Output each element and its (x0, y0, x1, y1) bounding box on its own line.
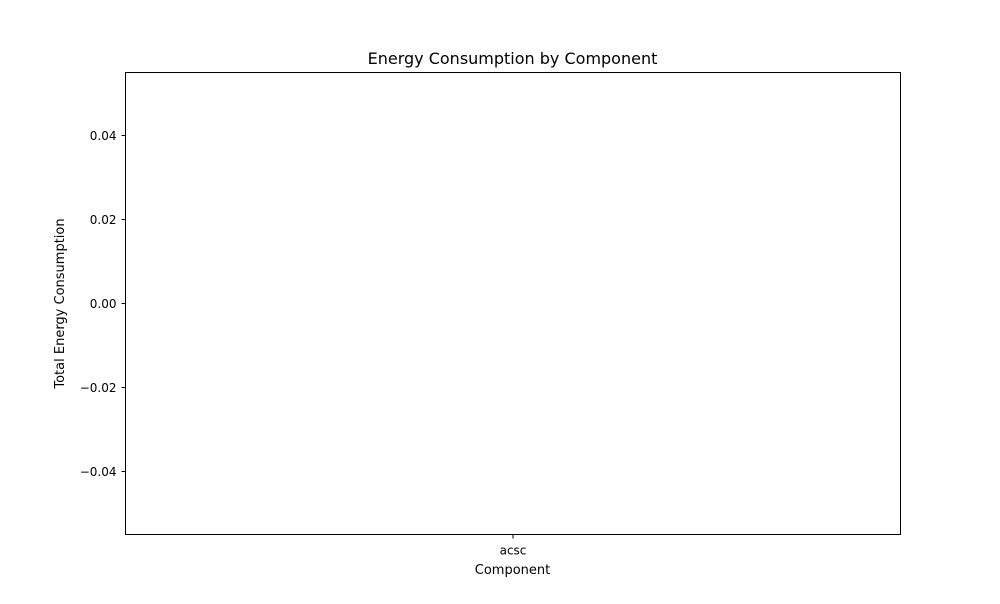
x-tick-label: acsc (500, 544, 527, 558)
y-axis: −0.04 −0.02 0.00 0.02 0.04 (80, 129, 126, 479)
y-axis-label: Total Energy Consumption (53, 218, 68, 389)
y-tick-label: −0.02 (80, 381, 117, 395)
x-axis-label: Component (475, 563, 550, 578)
y-tick-label: 0.00 (90, 297, 117, 311)
y-tick-label: −0.04 (80, 465, 117, 479)
plot-frame (125, 72, 901, 535)
x-axis: acsc (500, 534, 527, 558)
y-tick-label: 0.04 (90, 129, 117, 143)
y-tick-label: 0.02 (90, 213, 117, 227)
chart-title: Energy Consumption by Component (368, 49, 658, 68)
